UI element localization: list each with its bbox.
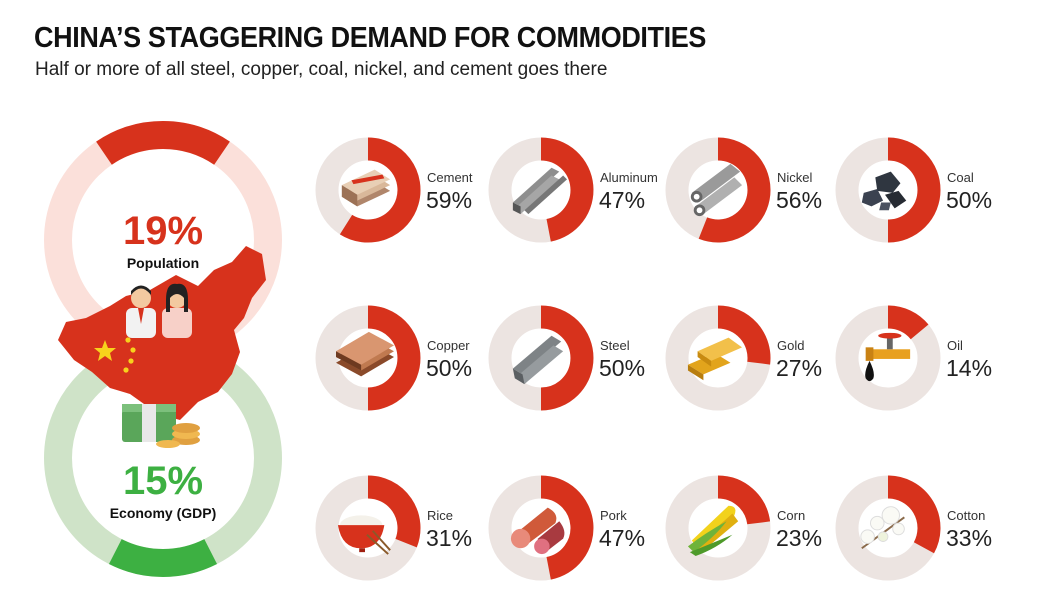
commodity-pork: Pork 47% <box>488 475 645 581</box>
big-donut-arc-economy <box>108 538 218 577</box>
commodity-label: Pork <box>600 508 627 523</box>
donut-arc-corn <box>717 475 771 525</box>
commodity-corn: Corn 23% <box>665 475 822 581</box>
gold-bars-icon <box>687 337 743 381</box>
commodity-value: 27% <box>776 355 822 381</box>
coal-lumps-icon <box>861 171 907 211</box>
commodity-coal: Coal 50% <box>835 137 992 243</box>
commodity-steel: Steel 50% <box>488 305 645 411</box>
flag-star-small-icon <box>125 337 131 343</box>
commodity-value: 56% <box>776 187 822 213</box>
commodity-value: 23% <box>776 525 822 551</box>
donut-arc-steel <box>540 305 594 411</box>
commodity-label: Steel <box>600 338 630 353</box>
commodity-label: Corn <box>777 508 805 523</box>
big-donut-label-population: Population <box>127 255 199 271</box>
commodity-label: Cement <box>427 170 473 185</box>
commodity-value: 31% <box>426 525 472 551</box>
cement-bags-icon <box>341 169 391 207</box>
china-map-illustration <box>58 246 266 448</box>
oil-valve-icon <box>865 332 911 382</box>
man-figure-icon <box>126 285 156 338</box>
commodity-nickel: Nickel 56% <box>665 137 822 243</box>
commodity-value: 50% <box>426 355 472 381</box>
commodity-value: 50% <box>599 355 645 381</box>
donut-arc-copper <box>367 305 421 411</box>
page-title: CHINA’S STAGGERING DEMAND FOR COMMODITIE… <box>34 22 706 54</box>
donut-arc-nickel <box>698 137 771 243</box>
commodity-label: Nickel <box>777 170 813 185</box>
aluminum-bars-icon <box>512 167 567 215</box>
commodity-value: 59% <box>426 187 472 213</box>
commodity-label: Aluminum <box>600 170 658 185</box>
donut-arc-oil <box>887 305 929 340</box>
commodity-value: 47% <box>599 187 645 213</box>
donut-arc-cotton <box>887 475 941 554</box>
commodity-label: Coal <box>947 170 974 185</box>
commodity-label: Copper <box>427 338 470 353</box>
big-donut-value-population: 19% <box>123 209 203 253</box>
commodity-aluminum: Aluminum 47% <box>488 137 658 243</box>
commodity-cotton: Cotton 33% <box>835 475 992 581</box>
donut-arc-aluminum <box>540 137 594 242</box>
commodity-label: Cotton <box>947 508 985 523</box>
big-donut-arc-population <box>96 121 230 165</box>
donut-arc-cement <box>339 137 421 243</box>
big-donut-value-economy: 15% <box>123 459 203 503</box>
flag-star-small-icon <box>123 367 129 373</box>
donut-arc-pork <box>540 475 594 580</box>
pork-sausage-icon <box>510 507 565 555</box>
commodity-oil: Oil 14% <box>835 305 992 411</box>
commodity-label: Oil <box>947 338 963 353</box>
donut-arc-coal <box>887 137 941 243</box>
commodity-gold: Gold 27% <box>665 305 822 411</box>
woman-figure-icon <box>162 283 192 338</box>
commodity-label: Gold <box>777 338 804 353</box>
big-donut-label-economy: Economy (GDP) <box>110 505 217 521</box>
corn-icon <box>687 505 739 556</box>
money-stack-icon <box>122 404 200 448</box>
nickel-pipes-icon <box>690 163 743 217</box>
commodity-value: 47% <box>599 525 645 551</box>
page-subtitle: Half or more of all steel, copper, coal,… <box>35 59 608 80</box>
commodity-value: 50% <box>946 187 992 213</box>
commodity-label: Rice <box>427 508 453 523</box>
flag-star-large-icon <box>94 340 116 361</box>
steel-beams-icon <box>512 335 564 385</box>
donut-arc-rice <box>367 475 421 548</box>
flag-star-small-icon <box>130 347 136 353</box>
donut-arc-gold <box>717 305 771 365</box>
cotton-icon <box>859 505 906 550</box>
commodity-cement: Cement 59% <box>315 137 473 243</box>
commodity-value: 14% <box>946 355 992 381</box>
commodity-copper: Copper 50% <box>315 305 472 411</box>
flag-star-small-icon <box>128 358 134 364</box>
commodity-value: 33% <box>946 525 992 551</box>
commodity-rice: Rice 31% <box>315 475 472 581</box>
